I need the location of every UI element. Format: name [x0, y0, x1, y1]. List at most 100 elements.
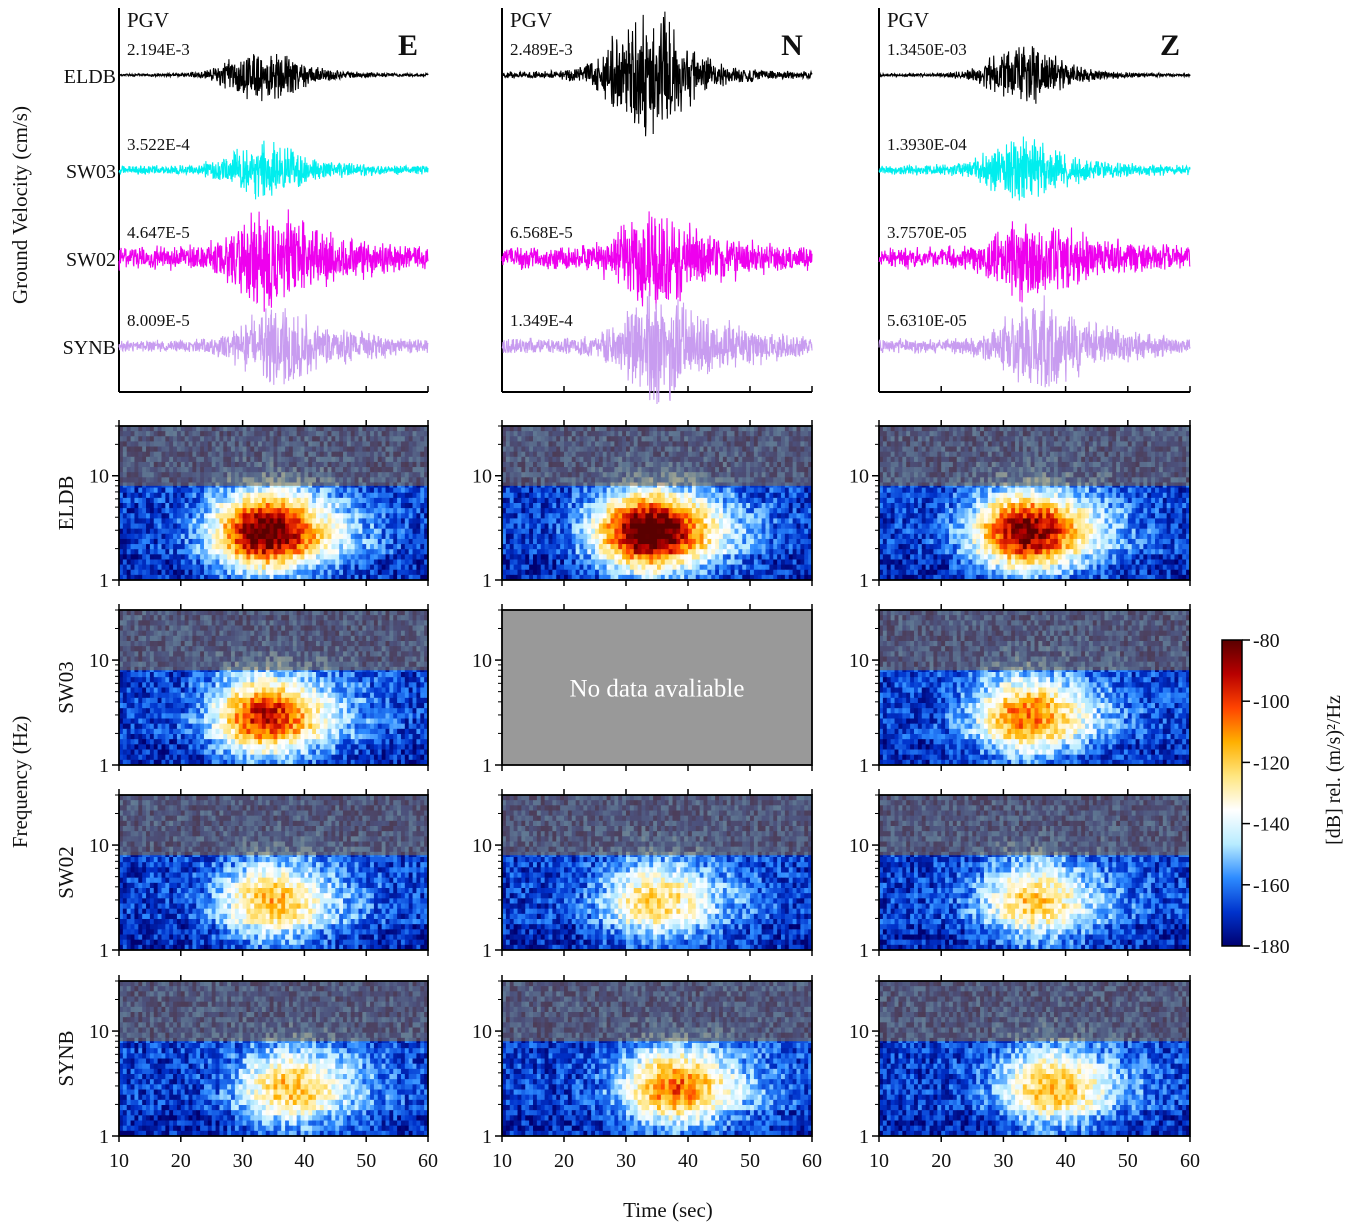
spec-cell [548, 538, 553, 545]
spec-cell [288, 574, 294, 580]
spec-cell [335, 544, 340, 550]
spec-cell [138, 508, 143, 514]
spec-cell [676, 492, 681, 499]
spec-cell [695, 492, 701, 499]
spec-cell [350, 574, 356, 580]
spec-cell [769, 492, 774, 499]
spec-cell [509, 487, 515, 494]
spec-cell [269, 528, 275, 535]
spec-cell [587, 533, 592, 540]
spec-cell [346, 533, 352, 540]
spec-cell [358, 528, 363, 535]
spec-cell [606, 574, 612, 580]
spec-cell [618, 538, 623, 545]
spec-cell [517, 518, 522, 525]
spec-cell [699, 574, 705, 580]
spec-cell [188, 538, 193, 545]
spec-cell [773, 513, 778, 519]
spec-cell [231, 513, 236, 519]
spec-cell [211, 574, 217, 580]
spec-cell [134, 513, 139, 519]
spec-cell [684, 492, 689, 499]
spec-cell [676, 549, 681, 555]
spec-cell [223, 574, 228, 580]
spec-cell [173, 559, 178, 566]
spec-cell [556, 569, 561, 576]
spec-cell [308, 497, 313, 504]
spec-cell [753, 544, 759, 550]
spec-cell [312, 538, 317, 545]
spec-cell [804, 513, 809, 519]
spec-cell [645, 549, 650, 555]
spec-cell [389, 569, 394, 576]
spec-cell [598, 523, 604, 530]
spec-cell [362, 549, 367, 555]
spec-cell [602, 549, 608, 555]
spec-cell [242, 508, 248, 514]
spec-cell [788, 554, 794, 561]
spec-cell [354, 497, 360, 504]
spec-cell [773, 523, 778, 530]
spec-cell [618, 528, 623, 535]
spec-cell [393, 518, 398, 525]
spec-cell [595, 564, 600, 571]
spec-cell [641, 503, 646, 509]
spec-cell [750, 518, 755, 525]
spec-cell [285, 554, 290, 561]
spec-cell [691, 523, 697, 530]
spec-cell [416, 544, 421, 550]
spec-cell [358, 518, 363, 525]
spec-cell [354, 503, 360, 509]
spec-cell [192, 487, 197, 494]
spec-cell [734, 518, 739, 525]
spec-cell [676, 569, 681, 576]
spec-cell [606, 513, 612, 519]
spec-cell [227, 564, 232, 571]
spec-cell [339, 564, 344, 571]
spec-cell [796, 544, 801, 550]
spec-cell [393, 538, 398, 545]
spec-cell [502, 559, 507, 566]
spec-cell [711, 549, 716, 555]
spec-cell [567, 554, 573, 561]
spec-cell [726, 508, 732, 514]
spec-cell [540, 492, 546, 499]
spec-cell [587, 487, 592, 494]
spec-cell [784, 523, 790, 530]
spec-cell [711, 487, 716, 494]
spec-cell [552, 544, 557, 550]
spec-cell [161, 503, 166, 509]
spec-cell [296, 544, 302, 550]
spec-cell [548, 533, 553, 540]
spec-cell [157, 549, 163, 555]
spec-cell [657, 549, 662, 555]
spec-cell [196, 503, 201, 509]
spec-cell [730, 523, 736, 530]
spec-cell [134, 554, 139, 561]
spec-cell [134, 492, 139, 499]
spec-cell [227, 513, 232, 519]
spec-cell [583, 487, 588, 494]
spec-cell [564, 554, 569, 561]
spec-cell [335, 574, 340, 580]
spec-cell [381, 559, 387, 566]
spec-cell [680, 544, 685, 550]
spec-cell [800, 549, 805, 555]
spec-cell [668, 528, 674, 535]
spec-cell [370, 503, 375, 509]
spec-cell [400, 574, 406, 580]
spec-cell [610, 503, 615, 509]
spec-cell [614, 523, 619, 530]
spec-cell [722, 559, 728, 566]
spec-cell [354, 528, 360, 535]
spec-cell [788, 564, 794, 571]
spec-cell [595, 559, 600, 566]
spec-cell [146, 559, 151, 566]
pgv-value: 1.3450E-03 [887, 40, 967, 59]
spec-cell [505, 497, 511, 504]
spec-cell [412, 549, 418, 555]
spec-cell [296, 533, 302, 540]
spec-cell [556, 492, 561, 499]
spec-cell [261, 518, 267, 525]
spec-cell [258, 518, 263, 525]
